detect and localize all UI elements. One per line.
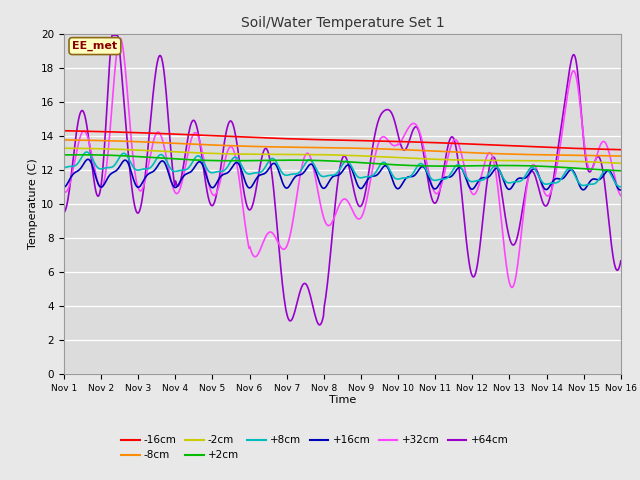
- +16cm: [185, 170, 193, 176]
- +64cm: [108, 33, 116, 38]
- +16cm: [616, 187, 624, 193]
- +32cm: [128, 146, 136, 152]
- +32cm: [214, 186, 222, 192]
- Line: +16cm: +16cm: [64, 159, 621, 190]
- -16cm: [426, 140, 434, 145]
- +16cm: [428, 181, 435, 187]
- Line: +32cm: +32cm: [64, 38, 621, 288]
- -16cm: [184, 132, 192, 138]
- +16cm: [128, 172, 136, 178]
- +2cm: [70, 152, 78, 158]
- +64cm: [214, 182, 222, 188]
- +32cm: [617, 193, 625, 199]
- Line: +64cm: +64cm: [64, 36, 621, 325]
- -8cm: [60, 137, 68, 143]
- Line: +8cm: +8cm: [64, 152, 621, 187]
- +64cm: [428, 196, 436, 202]
- +8cm: [428, 176, 435, 181]
- +8cm: [83, 149, 90, 155]
- +64cm: [617, 258, 625, 264]
- -8cm: [617, 153, 625, 159]
- +16cm: [214, 178, 222, 183]
- -16cm: [60, 128, 68, 133]
- -8cm: [184, 141, 192, 147]
- -8cm: [410, 147, 418, 153]
- +32cm: [428, 180, 435, 185]
- +16cm: [617, 187, 625, 193]
- +32cm: [70, 162, 78, 168]
- +32cm: [60, 188, 68, 194]
- Line: -2cm: -2cm: [64, 148, 621, 163]
- Text: EE_met: EE_met: [72, 41, 118, 51]
- +2cm: [185, 157, 193, 163]
- +8cm: [70, 163, 78, 169]
- -2cm: [426, 156, 434, 162]
- Line: -16cm: -16cm: [64, 131, 621, 150]
- +64cm: [316, 322, 323, 328]
- X-axis label: Time: Time: [329, 395, 356, 405]
- -16cm: [617, 147, 625, 153]
- +32cm: [185, 147, 193, 153]
- Line: +2cm: +2cm: [64, 155, 621, 171]
- -2cm: [617, 160, 625, 166]
- -2cm: [127, 147, 135, 153]
- -2cm: [60, 145, 68, 151]
- -8cm: [426, 148, 434, 154]
- -16cm: [70, 128, 78, 134]
- -2cm: [70, 145, 78, 151]
- Y-axis label: Temperature (C): Temperature (C): [28, 158, 38, 250]
- +2cm: [411, 163, 419, 168]
- -16cm: [127, 130, 135, 135]
- +32cm: [116, 36, 124, 41]
- +2cm: [128, 154, 136, 159]
- -8cm: [214, 142, 221, 148]
- +16cm: [411, 172, 419, 178]
- +2cm: [77, 152, 85, 157]
- +64cm: [128, 187, 136, 193]
- -16cm: [410, 139, 418, 145]
- +8cm: [411, 168, 419, 173]
- +8cm: [60, 165, 68, 170]
- +8cm: [214, 168, 222, 174]
- +32cm: [411, 121, 419, 127]
- +8cm: [185, 165, 193, 171]
- Line: -8cm: -8cm: [64, 140, 621, 156]
- +64cm: [70, 148, 78, 154]
- +8cm: [128, 162, 136, 168]
- +16cm: [84, 156, 92, 162]
- +8cm: [617, 184, 625, 190]
- -2cm: [214, 151, 221, 156]
- +64cm: [185, 131, 193, 136]
- +2cm: [617, 168, 625, 174]
- -2cm: [184, 150, 192, 156]
- +32cm: [508, 285, 515, 290]
- -8cm: [127, 139, 135, 144]
- -16cm: [214, 133, 221, 139]
- +2cm: [214, 158, 222, 164]
- +64cm: [412, 124, 419, 130]
- +16cm: [60, 184, 68, 190]
- +2cm: [60, 152, 68, 158]
- +2cm: [428, 163, 435, 169]
- -2cm: [410, 156, 418, 161]
- +64cm: [60, 209, 68, 215]
- Legend: -16cm, -8cm, -2cm, +2cm, +8cm, +16cm, +32cm, +64cm: -16cm, -8cm, -2cm, +2cm, +8cm, +16cm, +3…: [116, 431, 513, 465]
- +16cm: [70, 170, 78, 176]
- Title: Soil/Water Temperature Set 1: Soil/Water Temperature Set 1: [241, 16, 444, 30]
- -8cm: [70, 137, 78, 143]
